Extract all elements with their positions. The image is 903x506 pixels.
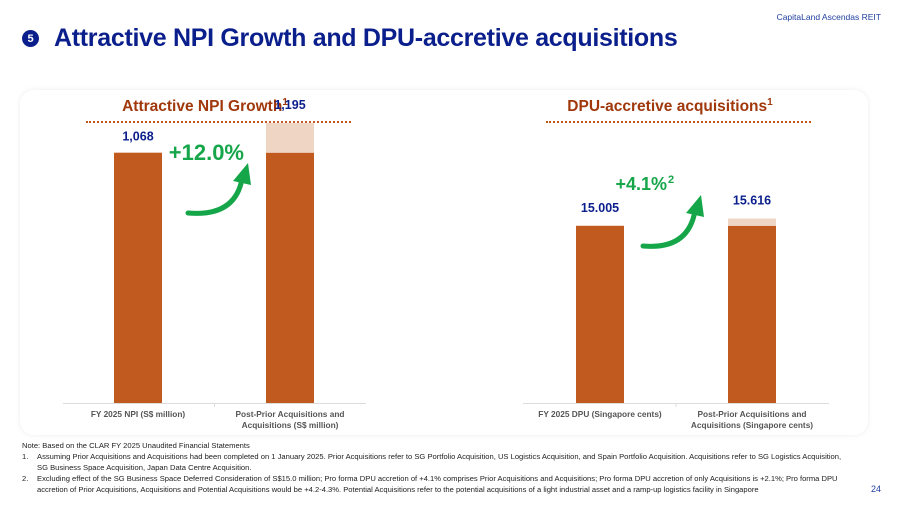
growth-arrow-head <box>686 195 704 217</box>
growth-arrow-shaft <box>185 176 245 216</box>
footnote-1: 1. Assuming Prior Acquisitions and Acquis… <box>22 451 852 473</box>
chart-title-dpu-text: DPU-accretive acquisitions <box>567 98 768 116</box>
chart-title-npi-text: Attractive NPI Growth <box>122 98 283 116</box>
footnote-1-number: 1. <box>22 452 29 461</box>
bar-value-label: 15.005 <box>581 201 619 215</box>
category-label: FY 2025 NPI (S$ million) <box>91 409 186 419</box>
growth-arrow-head <box>233 163 251 185</box>
bar-increment <box>266 122 314 153</box>
growth-arrow-shaft <box>640 208 698 249</box>
category-label: Post-Prior Acquisitions and <box>236 409 345 419</box>
category-label: Acquisitions (Singapore cents) <box>691 420 813 430</box>
bar-value-label: 15.616 <box>733 194 771 208</box>
footnote-intro: Note: Based on the CLAR FY 2025 Unaudite… <box>22 441 250 450</box>
title-row: 5 Attractive NPI Growth and DPU-accretiv… <box>22 24 678 53</box>
growth-label: +12.0% <box>169 140 244 165</box>
growth-footnote: 2 <box>668 174 674 186</box>
chart-title-npi-footnote: 1 <box>282 97 288 108</box>
title-divider-npi <box>86 121 351 123</box>
chart-title-dpu: DPU-accretive acquisitions1 <box>520 97 820 116</box>
title-divider-dpu <box>546 121 811 123</box>
section-number-badge: 5 <box>22 30 39 47</box>
bar-base <box>576 225 624 403</box>
category-label: FY 2025 DPU (Singapore cents) <box>538 409 662 419</box>
footnote-2-text: Excluding effect of the SG Business Spac… <box>37 474 838 494</box>
footnote-1-text: Assuming Prior Acquisitions and Acquisit… <box>37 452 842 472</box>
bar-base <box>728 225 776 403</box>
bar-base <box>266 152 314 403</box>
bar-increment <box>728 218 776 226</box>
page-number: 24 <box>870 484 881 494</box>
bar-value-label: 1,068 <box>122 130 153 144</box>
bar-value-label: 1,195 <box>274 98 305 112</box>
footnotes: Note: Based on the CLAR FY 2025 Unaudite… <box>22 440 852 495</box>
brand-name: CapitaLand Ascendas REIT <box>776 12 881 22</box>
page-title: Attractive NPI Growth and DPU-accretive … <box>54 24 678 52</box>
category-label: Acquisitions (S$ million) <box>242 420 339 430</box>
category-label: Post-Prior Acquisitions and <box>698 409 807 419</box>
chart-title-dpu-footnote: 1 <box>767 97 773 108</box>
growth-label: +4.1% <box>615 174 667 194</box>
footnote-2-number: 2. <box>22 474 29 483</box>
footnote-2: 2. Excluding effect of the SG Business Sp… <box>22 473 852 495</box>
chart-title-npi: Attractive NPI Growth1 <box>60 97 350 116</box>
bar-base <box>114 152 162 403</box>
